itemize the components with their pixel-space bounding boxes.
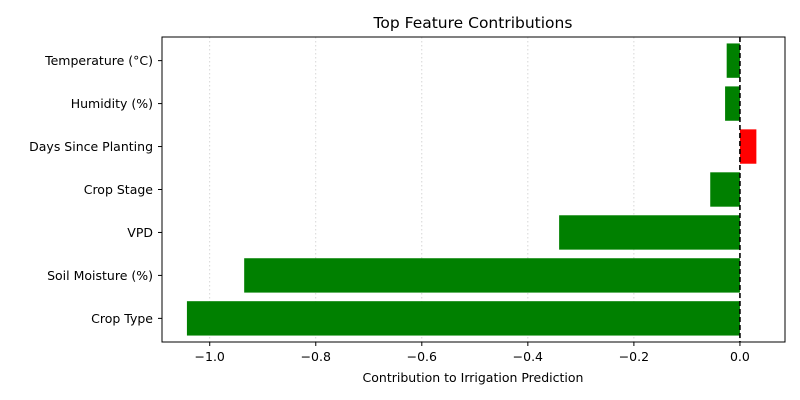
- x-axis-label: Contribution to Irrigation Prediction: [363, 370, 584, 385]
- x-tick-label-0: −1.0: [195, 349, 225, 364]
- bar-0: [186, 301, 740, 336]
- bar-5: [725, 86, 740, 121]
- bar-6: [726, 43, 740, 78]
- bar-1: [244, 258, 740, 293]
- grid-lines: [209, 37, 741, 342]
- y-tick-label-2: VPD: [127, 225, 153, 240]
- x-ticks: −1.0 −0.8 −0.6 −0.4 −0.2 0.0: [195, 342, 750, 364]
- x-tick-label-3: −0.4: [513, 349, 543, 364]
- x-tick-label-5: 0.0: [730, 349, 750, 364]
- chart-title: Top Feature Contributions: [373, 14, 573, 32]
- y-tick-label-3: Crop Stage: [84, 182, 154, 197]
- x-tick-label-2: −0.6: [407, 349, 437, 364]
- bar-3: [710, 172, 740, 207]
- y-tick-label-6: Temperature (°C): [44, 53, 153, 68]
- y-tick-label-0: Crop Type: [91, 311, 153, 326]
- bar-2: [559, 215, 740, 250]
- plot-frame: [161, 36, 786, 343]
- y-ticks: Crop Type Soil Moisture (%) VPD Crop Stage D…: [29, 53, 162, 326]
- bar-4: [739, 129, 757, 164]
- bars: [186, 43, 757, 336]
- x-tick-label-1: −0.8: [301, 349, 331, 364]
- y-tick-label-4: Days Since Planting: [29, 139, 153, 154]
- x-tick-label-4: −0.2: [619, 349, 649, 364]
- y-tick-label-5: Humidity (%): [71, 96, 153, 111]
- y-tick-label-1: Soil Moisture (%): [47, 268, 153, 283]
